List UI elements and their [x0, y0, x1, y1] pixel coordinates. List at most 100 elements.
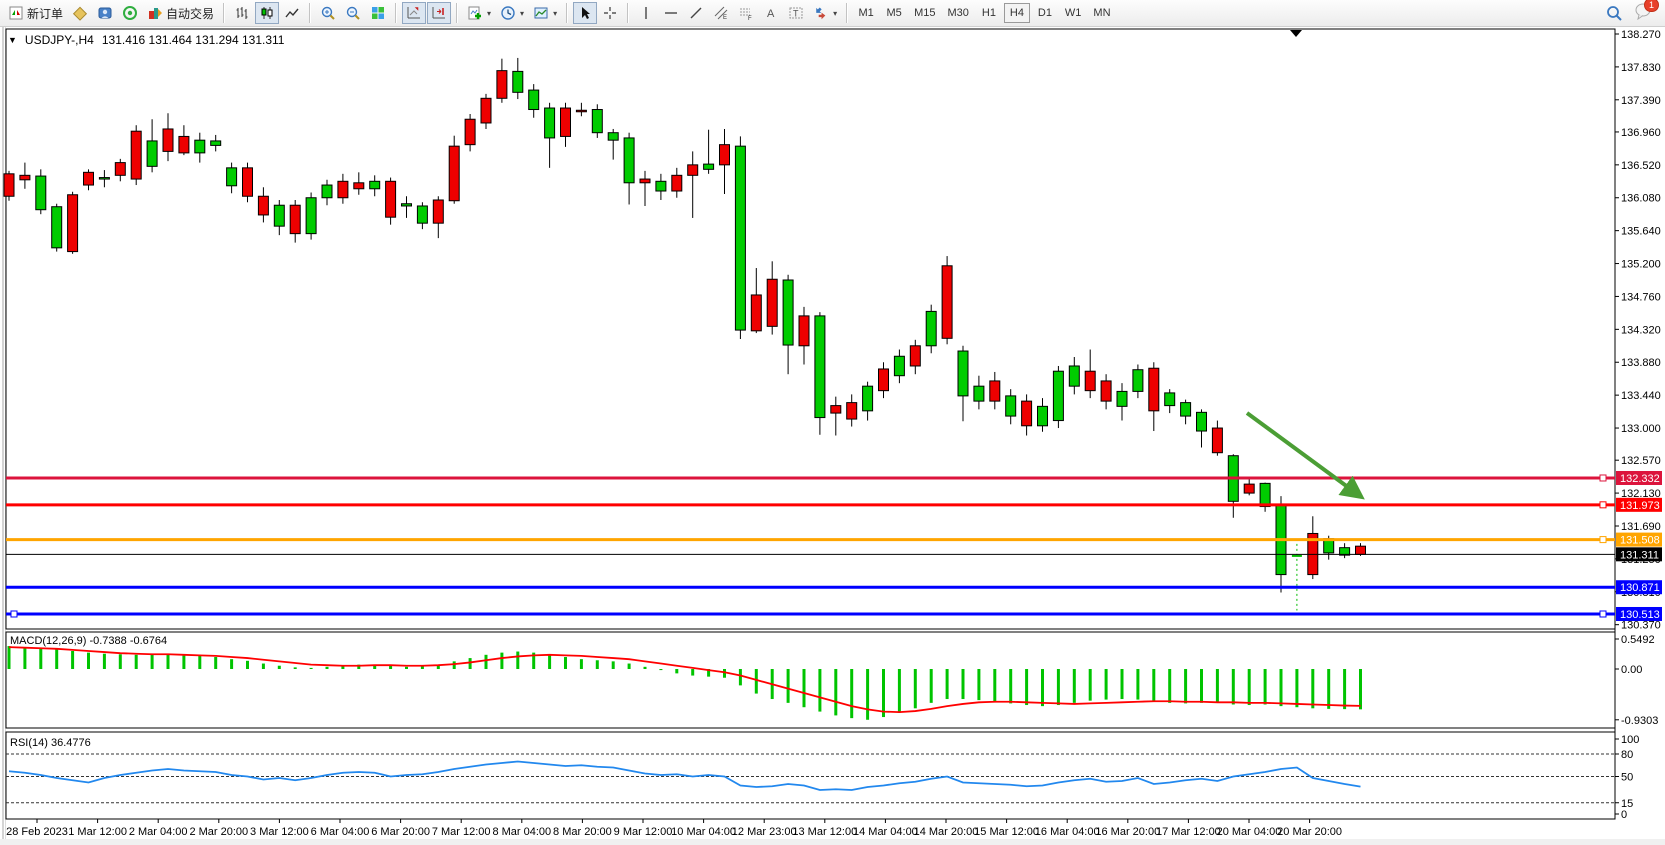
- tag-button[interactable]: [68, 2, 92, 24]
- candle-body: [846, 402, 858, 420]
- new-order-icon: [9, 6, 23, 20]
- profile-button[interactable]: [93, 2, 117, 24]
- zoom-in-icon: [321, 6, 335, 20]
- trend-arrow-annotation[interactable]: [1245, 411, 1365, 500]
- macd-label: MACD(12,26,9) -0.7388 -0.6764: [10, 635, 167, 647]
- timeframe-M1[interactable]: M1: [853, 3, 879, 23]
- chart-shift-icon: [432, 7, 446, 19]
- period-clock-icon: [501, 6, 515, 20]
- candle-body: [3, 173, 15, 197]
- price-tick-label: 134.320: [1621, 324, 1661, 336]
- candle-body: [242, 167, 253, 197]
- tile-windows-button[interactable]: [366, 2, 390, 24]
- auto-scroll-button[interactable]: [402, 2, 427, 24]
- price-tick-label: 134.760: [1621, 291, 1661, 303]
- price-tick-label: 133.880: [1621, 357, 1661, 369]
- price-badge: [1616, 532, 1662, 547]
- vertical-line-button[interactable]: [634, 2, 658, 24]
- candle-body: [83, 171, 94, 186]
- candlestick-chart-button[interactable]: [255, 2, 280, 24]
- fibonacci-button[interactable]: F: [734, 2, 758, 24]
- time-tick-label: 16 Mar 04:00: [1035, 826, 1100, 838]
- candle-body: [1211, 427, 1223, 454]
- timeframe-H4[interactable]: H4: [1003, 3, 1030, 23]
- hline-handle[interactable]: [10, 610, 18, 618]
- trendline-button[interactable]: [684, 2, 708, 24]
- timeframe-M30[interactable]: M30: [943, 3, 974, 23]
- new-order-button[interactable]: 新订单: [4, 2, 67, 24]
- label-button[interactable]: T: [784, 2, 808, 24]
- hline-handle[interactable]: [1599, 610, 1607, 618]
- shapes-icon: [816, 7, 826, 20]
- chart-window: 138.270 137.830 137.390 136.960 136.520 136.0…: [0, 27, 1665, 845]
- auto-trading-button[interactable]: 自动交易: [143, 2, 218, 24]
- time-tick-label: 13 Mar 12:00: [792, 826, 857, 838]
- hline-handle[interactable]: [1599, 536, 1607, 544]
- candle-body: [703, 163, 715, 170]
- macd-pane: 0.5492 0.00 -0.9303 MACD(12,26,9) -0.7388 -…: [7, 634, 1658, 727]
- macd-axis-label: -0.9303: [1621, 715, 1658, 727]
- separator: [309, 3, 312, 23]
- rsi-axis-label: 50: [1621, 772, 1633, 784]
- ohlc-readout: 131.416 131.464 131.294 131.311: [101, 33, 285, 47]
- candle-body: [416, 205, 428, 224]
- chart-shift-button[interactable]: [427, 2, 452, 24]
- search-button[interactable]: [1601, 2, 1627, 24]
- timeframe-M5[interactable]: M5: [881, 3, 907, 23]
- svg-text:E: E: [723, 15, 727, 21]
- line-chart-button[interactable]: [280, 2, 304, 24]
- candle-body: [194, 139, 206, 154]
- timeframe-group: M1 M5 M15 M30 H1 H4 D1 W1 MN: [853, 3, 1115, 23]
- hline-131.508[interactable]: 131.508: [6, 532, 1662, 547]
- cursor-button[interactable]: [573, 2, 598, 24]
- separator: [846, 3, 849, 23]
- time-tick-label: 3 Mar 12:00: [250, 826, 309, 838]
- time-axis[interactable]: 28 Feb 2023 1 Mar 12:00 2 Mar 04:00 2 Mar 2…: [6, 819, 1342, 838]
- chart-shift-triangle-icon[interactable]: [1290, 30, 1302, 37]
- time-tick-label: 20 Mar 20:00: [1277, 826, 1342, 838]
- candle-body: [51, 206, 63, 249]
- template-button[interactable]: ▾: [529, 2, 561, 24]
- candle-body: [401, 203, 412, 207]
- price-tick-label: 133.000: [1621, 423, 1661, 435]
- timeframe-W1[interactable]: W1: [1060, 3, 1087, 23]
- timeframe-M15[interactable]: M15: [909, 3, 940, 23]
- hline-130.513[interactable]: 130.513: [6, 606, 1662, 621]
- time-tick-label: 14 Mar 04:00: [853, 826, 918, 838]
- chart-canvas[interactable]: 138.270 137.830 137.390 136.960 136.520 136.0…: [0, 27, 1665, 845]
- price-badge: [1616, 470, 1662, 485]
- period-clock-button[interactable]: ▾: [496, 2, 528, 24]
- candle-body: [464, 118, 476, 146]
- hline-131.311[interactable]: 131.311: [6, 547, 1662, 562]
- candle-body: [1068, 365, 1080, 387]
- hline-130.871[interactable]: 130.871: [6, 580, 1662, 595]
- crosshair-button[interactable]: [598, 2, 622, 24]
- horizontal-line-button[interactable]: [659, 2, 683, 24]
- profile-icon: [98, 7, 112, 19]
- shapes-button[interactable]: ▾: [809, 2, 841, 24]
- hline-131.973[interactable]: 131.973: [6, 497, 1662, 512]
- signal-icon: [123, 6, 138, 20]
- candle-body: [830, 405, 842, 414]
- candle-body: [878, 368, 889, 392]
- macd-axis-label: 0.5492: [1621, 634, 1655, 646]
- signal-button[interactable]: [118, 2, 142, 24]
- timeframe-H1[interactable]: H1: [976, 3, 1002, 23]
- collapse-chart-icon[interactable]: ▼: [8, 35, 17, 45]
- zoom-in-button[interactable]: [316, 2, 340, 24]
- timeframe-D1[interactable]: D1: [1032, 3, 1058, 23]
- hline-handle[interactable]: [1599, 501, 1607, 509]
- chat-button[interactable]: 1: [1633, 0, 1659, 25]
- bar-chart-button[interactable]: [230, 2, 254, 24]
- candle-body: [639, 178, 651, 184]
- text-button[interactable]: A: [759, 2, 783, 24]
- zoom-out-button[interactable]: [341, 2, 365, 24]
- rsi-axis-label: 100: [1621, 734, 1639, 746]
- add-indicator-button[interactable]: ▾: [463, 2, 495, 24]
- candle-body: [35, 175, 47, 211]
- tile-windows-icon: [372, 7, 385, 19]
- hline-handle[interactable]: [1599, 474, 1607, 482]
- channel-button[interactable]: E: [709, 2, 733, 24]
- chevron-down-icon: ▾: [487, 8, 492, 18]
- timeframe-MN[interactable]: MN: [1088, 3, 1115, 23]
